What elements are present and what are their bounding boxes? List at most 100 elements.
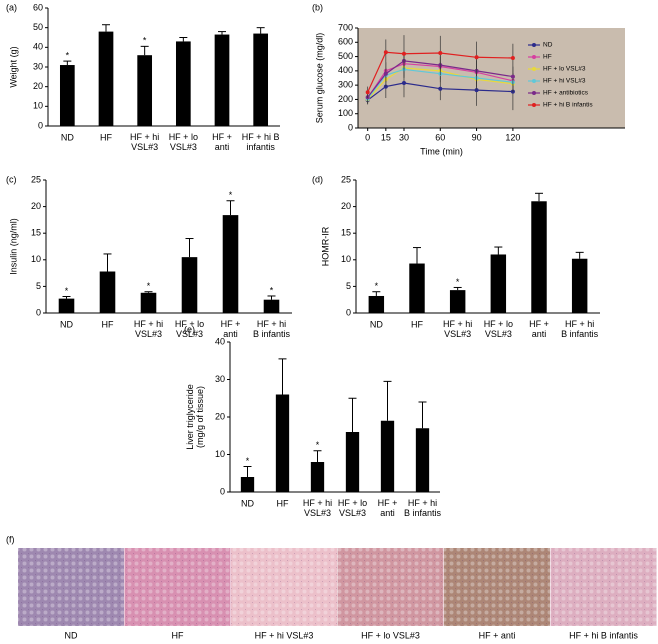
point (438, 86, 443, 91)
x-tick-label: ND (61, 132, 74, 142)
histology-label: HF + hi VSL#3 (255, 630, 314, 640)
x-tick-label: HF + hi VSL#3 (303, 498, 332, 518)
bar (310, 462, 325, 492)
legend-label: HF + hi VSL#3 (543, 78, 586, 85)
bar (409, 263, 425, 313)
x-tick-label: HF + anti (212, 132, 232, 152)
x-tick-label: 30 (399, 132, 409, 142)
y-tick-label: 400 (338, 65, 353, 75)
panel-label: (a) (6, 2, 17, 12)
histology-texture (550, 548, 657, 626)
y-tick-label: 20 (215, 411, 225, 421)
histology-texture (231, 548, 337, 626)
legend-marker (532, 91, 536, 95)
panel-label: (e) (184, 324, 195, 334)
point (383, 50, 388, 55)
y-axis-label: Serum glucose (mg/dl) (314, 33, 324, 124)
series-line (367, 82, 513, 101)
x-tick-label: ND (370, 319, 383, 329)
legend-marker (532, 103, 536, 107)
histology-label: ND (65, 630, 78, 640)
bar (99, 271, 116, 313)
x-tick-label: HF + lo VSL#3 (338, 498, 367, 518)
bar (449, 290, 466, 313)
point (474, 55, 479, 60)
bar (175, 41, 191, 126)
y-tick-label: 20 (31, 201, 41, 211)
y-tick-label: 10 (215, 449, 225, 459)
bar (181, 257, 198, 313)
x-tick-label: 60 (435, 132, 445, 142)
x-tick-label: HF + anti (221, 319, 241, 339)
x-tick-label: HF (411, 319, 423, 329)
y-tick-label: 50 (33, 22, 43, 32)
y-axis-label: Weight (g) (8, 46, 18, 87)
histology-label: HF (172, 630, 184, 640)
panel-label: (d) (312, 174, 323, 184)
histology-texture (124, 548, 231, 626)
y-tick-label: 600 (338, 37, 353, 47)
histology-stain (444, 548, 550, 626)
y-tick-label: 0 (346, 307, 351, 317)
histology-label: HF + anti (479, 630, 516, 640)
y-tick-label: 100 (338, 108, 353, 118)
y-axis-label: Liver triglyceride(mg/g of tissue) (185, 384, 205, 450)
significance-label: * (270, 285, 274, 295)
x-tick-label: HF + anti (378, 498, 398, 518)
x-tick-label: HF (277, 498, 289, 508)
significance-label: * (246, 456, 250, 466)
histology-texture (337, 548, 444, 626)
point (474, 88, 479, 93)
significance-label: * (65, 286, 69, 296)
point (438, 51, 443, 55)
plot-background (358, 28, 625, 128)
bar (222, 215, 239, 313)
x-tick-label: HF + anti (529, 319, 549, 339)
significance-label: * (456, 277, 460, 287)
y-tick-label: 10 (31, 254, 41, 264)
bar (263, 299, 280, 313)
histology-stain (231, 548, 337, 626)
histology-stain (550, 548, 657, 626)
series-line (367, 68, 513, 100)
x-tick-label: HF + hi VSL#3 (443, 319, 472, 339)
significance-label: * (147, 281, 151, 291)
x-tick-label: ND (60, 319, 73, 329)
bar (275, 394, 290, 492)
legend-label: HF + lo VSL#3 (543, 66, 586, 73)
y-tick-label: 0 (38, 120, 43, 130)
bar (58, 298, 75, 313)
histology-stain (337, 548, 444, 626)
x-tick-label: 90 (472, 132, 482, 142)
y-tick-label: 15 (31, 228, 41, 238)
legend-label: HF + antibiotics (543, 90, 589, 97)
point (401, 51, 406, 56)
histology-stain (124, 548, 231, 626)
y-tick-label: 30 (33, 61, 43, 71)
y-tick-label: 25 (341, 174, 351, 184)
point (383, 71, 388, 76)
x-tick-label: HF + lo VSL#3 (175, 319, 204, 339)
significance-label: * (143, 36, 147, 46)
point (365, 90, 370, 95)
bar (59, 65, 75, 126)
bar (140, 292, 157, 313)
y-tick-label: 10 (33, 101, 43, 111)
y-tick-label: 15 (341, 228, 351, 238)
series-line (367, 60, 513, 98)
y-tick-label: 60 (33, 2, 43, 12)
x-tick-label: HF + hi VSL#3 (134, 319, 163, 339)
bar (98, 31, 114, 127)
x-tick-label: HF + hi B infantis (253, 319, 291, 339)
legend-label: HF (543, 54, 552, 61)
legend-label: ND (543, 42, 553, 49)
x-tick-label: HF (100, 132, 112, 142)
y-tick-label: 40 (33, 42, 43, 52)
y-axis-label: Insulin (ng/ml) (8, 218, 18, 275)
legend-marker (532, 67, 536, 71)
y-tick-label: 25 (31, 174, 41, 184)
x-tick-label: HF + lo VSL#3 (484, 319, 513, 339)
y-tick-label: 500 (338, 51, 353, 61)
